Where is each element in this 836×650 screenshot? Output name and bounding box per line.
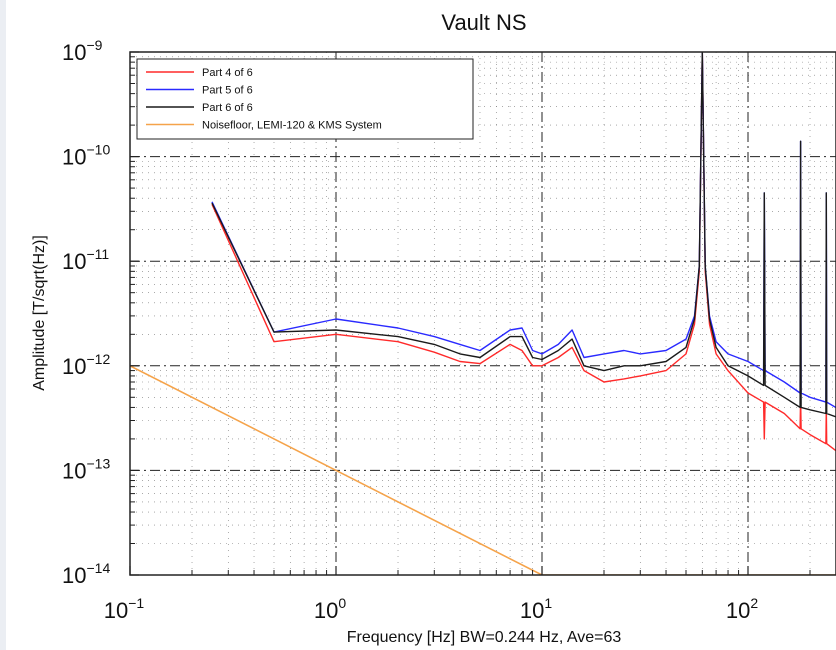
x-tick-exponent: 1	[544, 595, 552, 611]
legend-label: Part 4 of 6	[202, 67, 253, 79]
chart-title: Vault NS	[441, 10, 526, 35]
x-tick-label: 102	[726, 595, 758, 623]
x-tick-label: 101	[520, 595, 552, 623]
legend-label: Part 6 of 6	[202, 102, 253, 114]
x-tick-label: 10−1	[104, 595, 145, 623]
y-axis-label: Amplitude [T/sqrt(Hz)]	[31, 235, 48, 391]
y-tick-label: 10−9	[62, 37, 103, 65]
legend-label: Part 5 of 6	[202, 85, 253, 97]
y-tick-label: 10−12	[62, 351, 110, 379]
tick-layer	[129, 51, 811, 576]
series-line-3	[211, 52, 836, 418]
y-tick-label: 10−13	[62, 455, 110, 483]
x-axis-label: Frequency [Hz] BW=0.244 Hz, Ave=63	[347, 629, 622, 646]
x-tick-exponent: 0	[338, 595, 346, 611]
series-layer	[130, 52, 836, 575]
x-tick-exponent: −1	[128, 595, 144, 611]
y-tick-label: 10−10	[62, 142, 110, 170]
legend-label: Noisefloor, LEMI-120 & KMS System	[202, 120, 382, 132]
series-line-4	[130, 365, 836, 575]
chart-svg: Vault NS 10−1 100 101 10210−910−1010−1110−1…	[31, 10, 836, 646]
x-tick-exponent: 2	[750, 595, 758, 611]
y-tick-exponent: −14	[86, 560, 110, 576]
y-tick-exponent: −12	[86, 351, 110, 367]
y-tick-exponent: −13	[86, 455, 110, 471]
plot-frame	[129, 51, 836, 576]
legend: Part 4 of 6 Part 5 of 6 Part 6 of 6 Noisefl…	[136, 58, 474, 140]
y-tick-label: 10−14	[62, 560, 110, 588]
y-tick-exponent: −11	[86, 246, 109, 262]
y-tick-exponent: −10	[86, 142, 110, 158]
x-tick-label: 100	[314, 595, 346, 623]
y-tick-exponent: −9	[86, 37, 102, 53]
y-tick-label: 10−11	[62, 246, 109, 274]
chart-figure: Vault NS 10−1 100 101 102 10−9 10−10 10−11 10−1…	[6, 0, 836, 650]
